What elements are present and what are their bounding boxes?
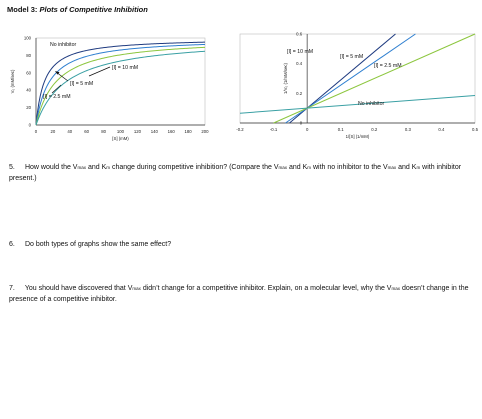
series-line (273, 33, 476, 124)
y-tick-label: 20 (26, 105, 31, 110)
y-tick-label: 0.4 (296, 61, 303, 66)
x-axis-label: 1/[S] (1/mM) (346, 134, 370, 139)
x-tick-label: 0 (306, 127, 309, 132)
question-text: Do both types of graphs show the same ef… (25, 241, 171, 248)
y-tick-label: 60 (26, 70, 31, 75)
y-tick-label: 0 (29, 123, 32, 128)
model-title-bold: Model 3: (7, 5, 40, 14)
annotation-label: [I] = 5 mM (340, 54, 363, 60)
text-run: doesn’t change in the presence of a comp… (9, 285, 469, 303)
series-line (239, 95, 476, 114)
question-number: 7. (9, 285, 15, 292)
lineweaver-burk-chart: -0.2 -0.1 0 0.1 0.2 0.3 0.4 0.5 0 0.2 0.4 0.6 1/[S] … (236, 32, 479, 140)
x-tick-label: 0.2 (371, 127, 378, 132)
question-text: How would the Vmax and Km change during … (9, 164, 461, 182)
annotation-label: [I] = 5 mM (70, 81, 93, 87)
text-run: didn’t change for a competitive inhibito… (140, 285, 392, 292)
x-tick-label: 40 (67, 129, 72, 134)
x-tick-label: 0.5 (472, 127, 479, 132)
text-run: and K (396, 164, 417, 171)
annotation-label: No inhibitor (50, 42, 77, 48)
subscript: max (132, 286, 141, 291)
x-tick-label: 100 (117, 129, 125, 134)
question-5: 5. How would the Vmax and Km change duri… (9, 163, 471, 184)
x-tick-label: 200 (201, 129, 209, 134)
x-tick-label: 140 (151, 129, 159, 134)
michaelis-menten-chart: 0 20 40 60 80 100 120 140 160 180 200 0 20 40 60 80 100 [… (10, 36, 209, 142)
x-tick-label: 160 (168, 129, 176, 134)
question-text: You should have discovered that Vmax did… (9, 285, 469, 303)
y-tick-label: 40 (26, 88, 31, 93)
annotation-label: [I] = 2.5 mM (43, 94, 71, 100)
subscript: max (387, 165, 397, 170)
plot-frame (239, 33, 476, 124)
x-tick-label: -0.1 (270, 127, 278, 132)
x-tick-label: 60 (84, 129, 89, 134)
text-run: and K (86, 164, 107, 171)
model-title-italic: Plots of Competitive Inhibition (39, 5, 148, 14)
question-6: 6. Do both types of graphs show the same… (9, 240, 471, 251)
annotation-arrow (88, 66, 111, 77)
series-line (35, 41, 206, 126)
annotation-label: [I] = 10 mM (112, 65, 138, 71)
annotation-label: [I] = 2.5 mM (374, 63, 402, 69)
x-axis-label: [S] (mM) (112, 136, 129, 141)
subscript: m (416, 165, 421, 170)
y-tick-label: 0.6 (296, 32, 303, 37)
text-run: and K (287, 164, 308, 171)
subscript: max (77, 165, 86, 170)
x-tick-label: -0.2 (236, 127, 244, 132)
x-tick-label: 0.3 (405, 127, 412, 132)
annotation-arrow (51, 84, 62, 94)
x-tick-label: 80 (101, 129, 106, 134)
x-tick-label: 180 (185, 129, 193, 134)
text-run: Do both types of graphs show the same ef… (24, 241, 172, 248)
y-tick-label: 100 (24, 36, 32, 41)
annotation-label: [I] = 10 mM (287, 49, 313, 55)
y-tick-label: 0.2 (296, 91, 303, 96)
y-tick-label: 0 (300, 121, 303, 126)
text-run: How would the V (24, 164, 78, 171)
text-run: change during competitive inhibition? (C… (110, 164, 279, 171)
x-tick-label: 0.4 (438, 127, 445, 132)
arrowhead (55, 71, 60, 75)
series-line (35, 43, 206, 126)
y-tick-label: 80 (26, 53, 31, 58)
subscript: m (307, 165, 312, 170)
y-axis-label: 1/V₀ (1/mM/sec) (283, 62, 288, 93)
x-tick-label: 0.1 (338, 127, 345, 132)
question-number: 6. (9, 241, 15, 248)
plot-frame (35, 37, 206, 126)
y-axis-label: V₀ (mM/sec) (10, 69, 15, 93)
annotation-label: No inhibitor (358, 101, 385, 107)
subscript: max (391, 286, 400, 291)
text-run: You should have discovered that V (24, 285, 133, 292)
text-run: with inhibitor present.) (9, 164, 462, 182)
x-tick-label: 120 (134, 129, 142, 134)
model-title: Model 3: Plots of Competitive Inhibition (7, 5, 148, 14)
series-line (35, 46, 206, 126)
question-7: 7. You should have discovered that Vmax … (9, 284, 471, 305)
series-line (35, 50, 206, 126)
subscript: m (106, 165, 110, 170)
x-tick-label: 20 (51, 129, 56, 134)
question-number: 5. (9, 164, 15, 171)
subscript: max (278, 165, 288, 170)
x-tick-label: 0 (35, 129, 38, 134)
text-run: with no inhibitor to the V (311, 164, 388, 171)
